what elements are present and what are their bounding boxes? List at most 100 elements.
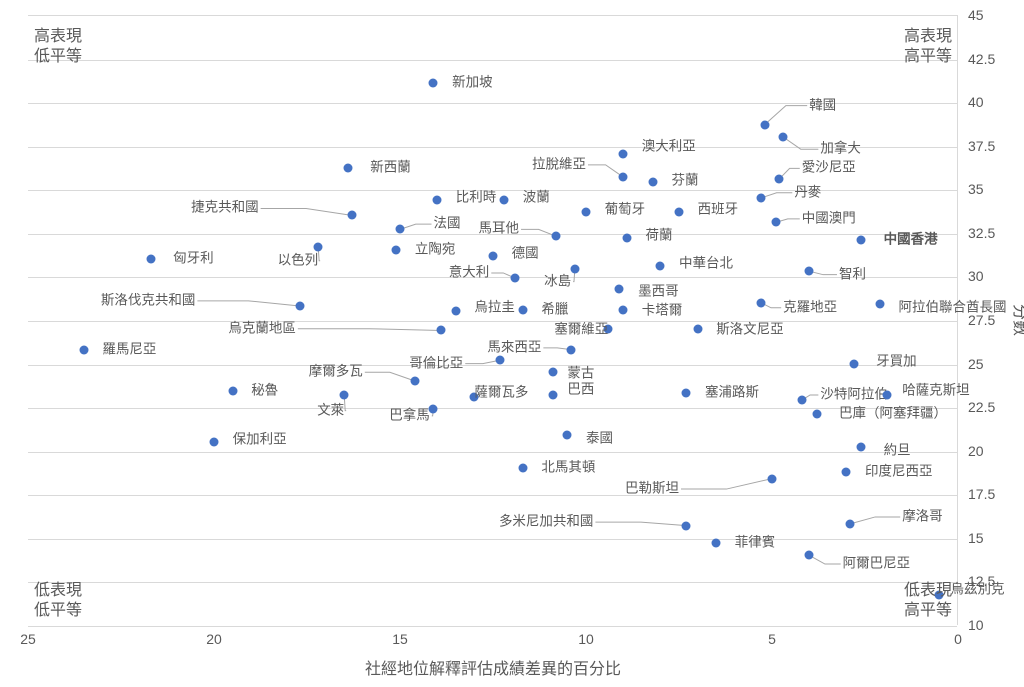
data-label: 冰島 [544, 274, 571, 289]
data-label: 馬耳他 [479, 222, 520, 237]
data-label: 西班牙 [698, 203, 739, 218]
data-point [622, 234, 631, 243]
data-label: 加拿大 [820, 142, 861, 157]
data-label: 愛沙尼亞 [802, 161, 856, 176]
data-point [451, 307, 460, 316]
y-tick-label: 40 [968, 94, 984, 110]
data-label: 匈牙利 [173, 252, 214, 267]
scatter-chart: 新加坡韓國加拿大澳大利亞新西蘭拉脫維亞芬蘭愛沙尼亞丹麥比利時波蘭捷克共和國葡萄牙… [0, 0, 1024, 687]
y-tick-label: 15 [968, 530, 984, 546]
data-point [771, 218, 780, 227]
data-label: 巴勒斯坦 [625, 482, 679, 497]
data-point [570, 265, 579, 274]
data-label: 多米尼加共和國 [499, 515, 594, 530]
data-point [883, 390, 892, 399]
corner-label: 高表現 低平等 [34, 27, 82, 67]
data-point [615, 284, 624, 293]
data-point [619, 173, 628, 182]
gridline [28, 321, 957, 322]
data-label: 法國 [433, 217, 460, 232]
data-label: 以色列 [278, 253, 319, 268]
data-label: 澳大利亞 [642, 140, 696, 155]
data-point [228, 387, 237, 396]
data-point [619, 150, 628, 159]
data-point [314, 242, 323, 251]
y-tick-label: 37.5 [968, 138, 995, 154]
data-point [875, 300, 884, 309]
gridline [28, 452, 957, 453]
data-point [797, 396, 806, 405]
data-label: 中國香港 [884, 232, 938, 247]
data-label: 保加利亞 [233, 433, 287, 448]
corner-label: 低表現 高平等 [904, 581, 952, 621]
data-label: 菲律賓 [735, 536, 776, 551]
data-point [857, 443, 866, 452]
data-label: 約旦 [884, 443, 911, 458]
data-label: 新加坡 [452, 76, 493, 91]
data-point [518, 305, 527, 314]
data-label: 泰國 [586, 431, 613, 446]
data-point [436, 326, 445, 335]
gridline [28, 495, 957, 496]
gridline [28, 147, 957, 148]
data-label: 葡萄牙 [605, 203, 646, 218]
data-point [648, 178, 657, 187]
x-tick-label: 5 [768, 631, 776, 647]
data-label: 荷蘭 [646, 229, 673, 244]
data-label: 巴西 [567, 382, 594, 397]
data-label: 印度尼西亞 [865, 464, 933, 479]
data-point [805, 551, 814, 560]
data-point [548, 368, 557, 377]
data-point [675, 207, 684, 216]
data-point [210, 438, 219, 447]
data-label: 斯洛文尼亞 [716, 323, 784, 338]
corner-label: 低表現 低平等 [34, 581, 82, 621]
data-point [347, 211, 356, 220]
data-label: 哥倫比亞 [409, 356, 463, 371]
data-point [552, 232, 561, 241]
gridline [28, 539, 957, 540]
data-label: 文萊 [317, 403, 344, 418]
data-label: 阿爾巴尼亞 [843, 557, 911, 572]
data-label: 薩爾瓦多 [474, 386, 528, 401]
x-tick-label: 25 [20, 631, 36, 647]
gridline [28, 582, 957, 583]
x-tick-label: 10 [578, 631, 594, 647]
data-point [392, 246, 401, 255]
y-tick-label: 35 [968, 181, 984, 197]
data-label: 蒙古 [567, 367, 594, 382]
y-tick-label: 45 [968, 7, 984, 23]
gridline [28, 60, 957, 61]
data-point [489, 251, 498, 260]
data-label: 拉脫維亞 [532, 157, 586, 172]
data-point [429, 78, 438, 87]
y-tick-label: 10 [968, 617, 984, 633]
y-tick-label: 30 [968, 268, 984, 284]
x-axis-title: 社經地位解釋評估成績差異的百分比 [365, 655, 621, 679]
data-point [775, 174, 784, 183]
data-point [812, 410, 821, 419]
data-label: 馬來西亞 [487, 340, 541, 355]
data-label: 巴拿馬 [389, 408, 430, 423]
data-label: 秘魯 [251, 384, 278, 399]
data-label: 德國 [512, 246, 539, 261]
data-label: 摩洛哥 [902, 510, 943, 525]
data-point [842, 467, 851, 476]
data-point [146, 255, 155, 264]
data-point [805, 267, 814, 276]
data-point [682, 389, 691, 398]
y-tick-label: 17.5 [968, 486, 995, 502]
data-label: 中國澳門 [802, 211, 856, 226]
data-point [343, 164, 352, 173]
data-point [846, 519, 855, 528]
data-point [500, 195, 509, 204]
y-tick-label: 22.5 [968, 399, 995, 415]
data-point [567, 345, 576, 354]
data-label: 墨西哥 [638, 285, 679, 300]
data-point [693, 324, 702, 333]
data-label: 羅馬尼亞 [102, 342, 156, 357]
data-label: 塞爾維亞 [554, 323, 608, 338]
data-label: 比利時 [456, 191, 497, 206]
y-tick-label: 25 [968, 356, 984, 372]
data-point [295, 302, 304, 311]
